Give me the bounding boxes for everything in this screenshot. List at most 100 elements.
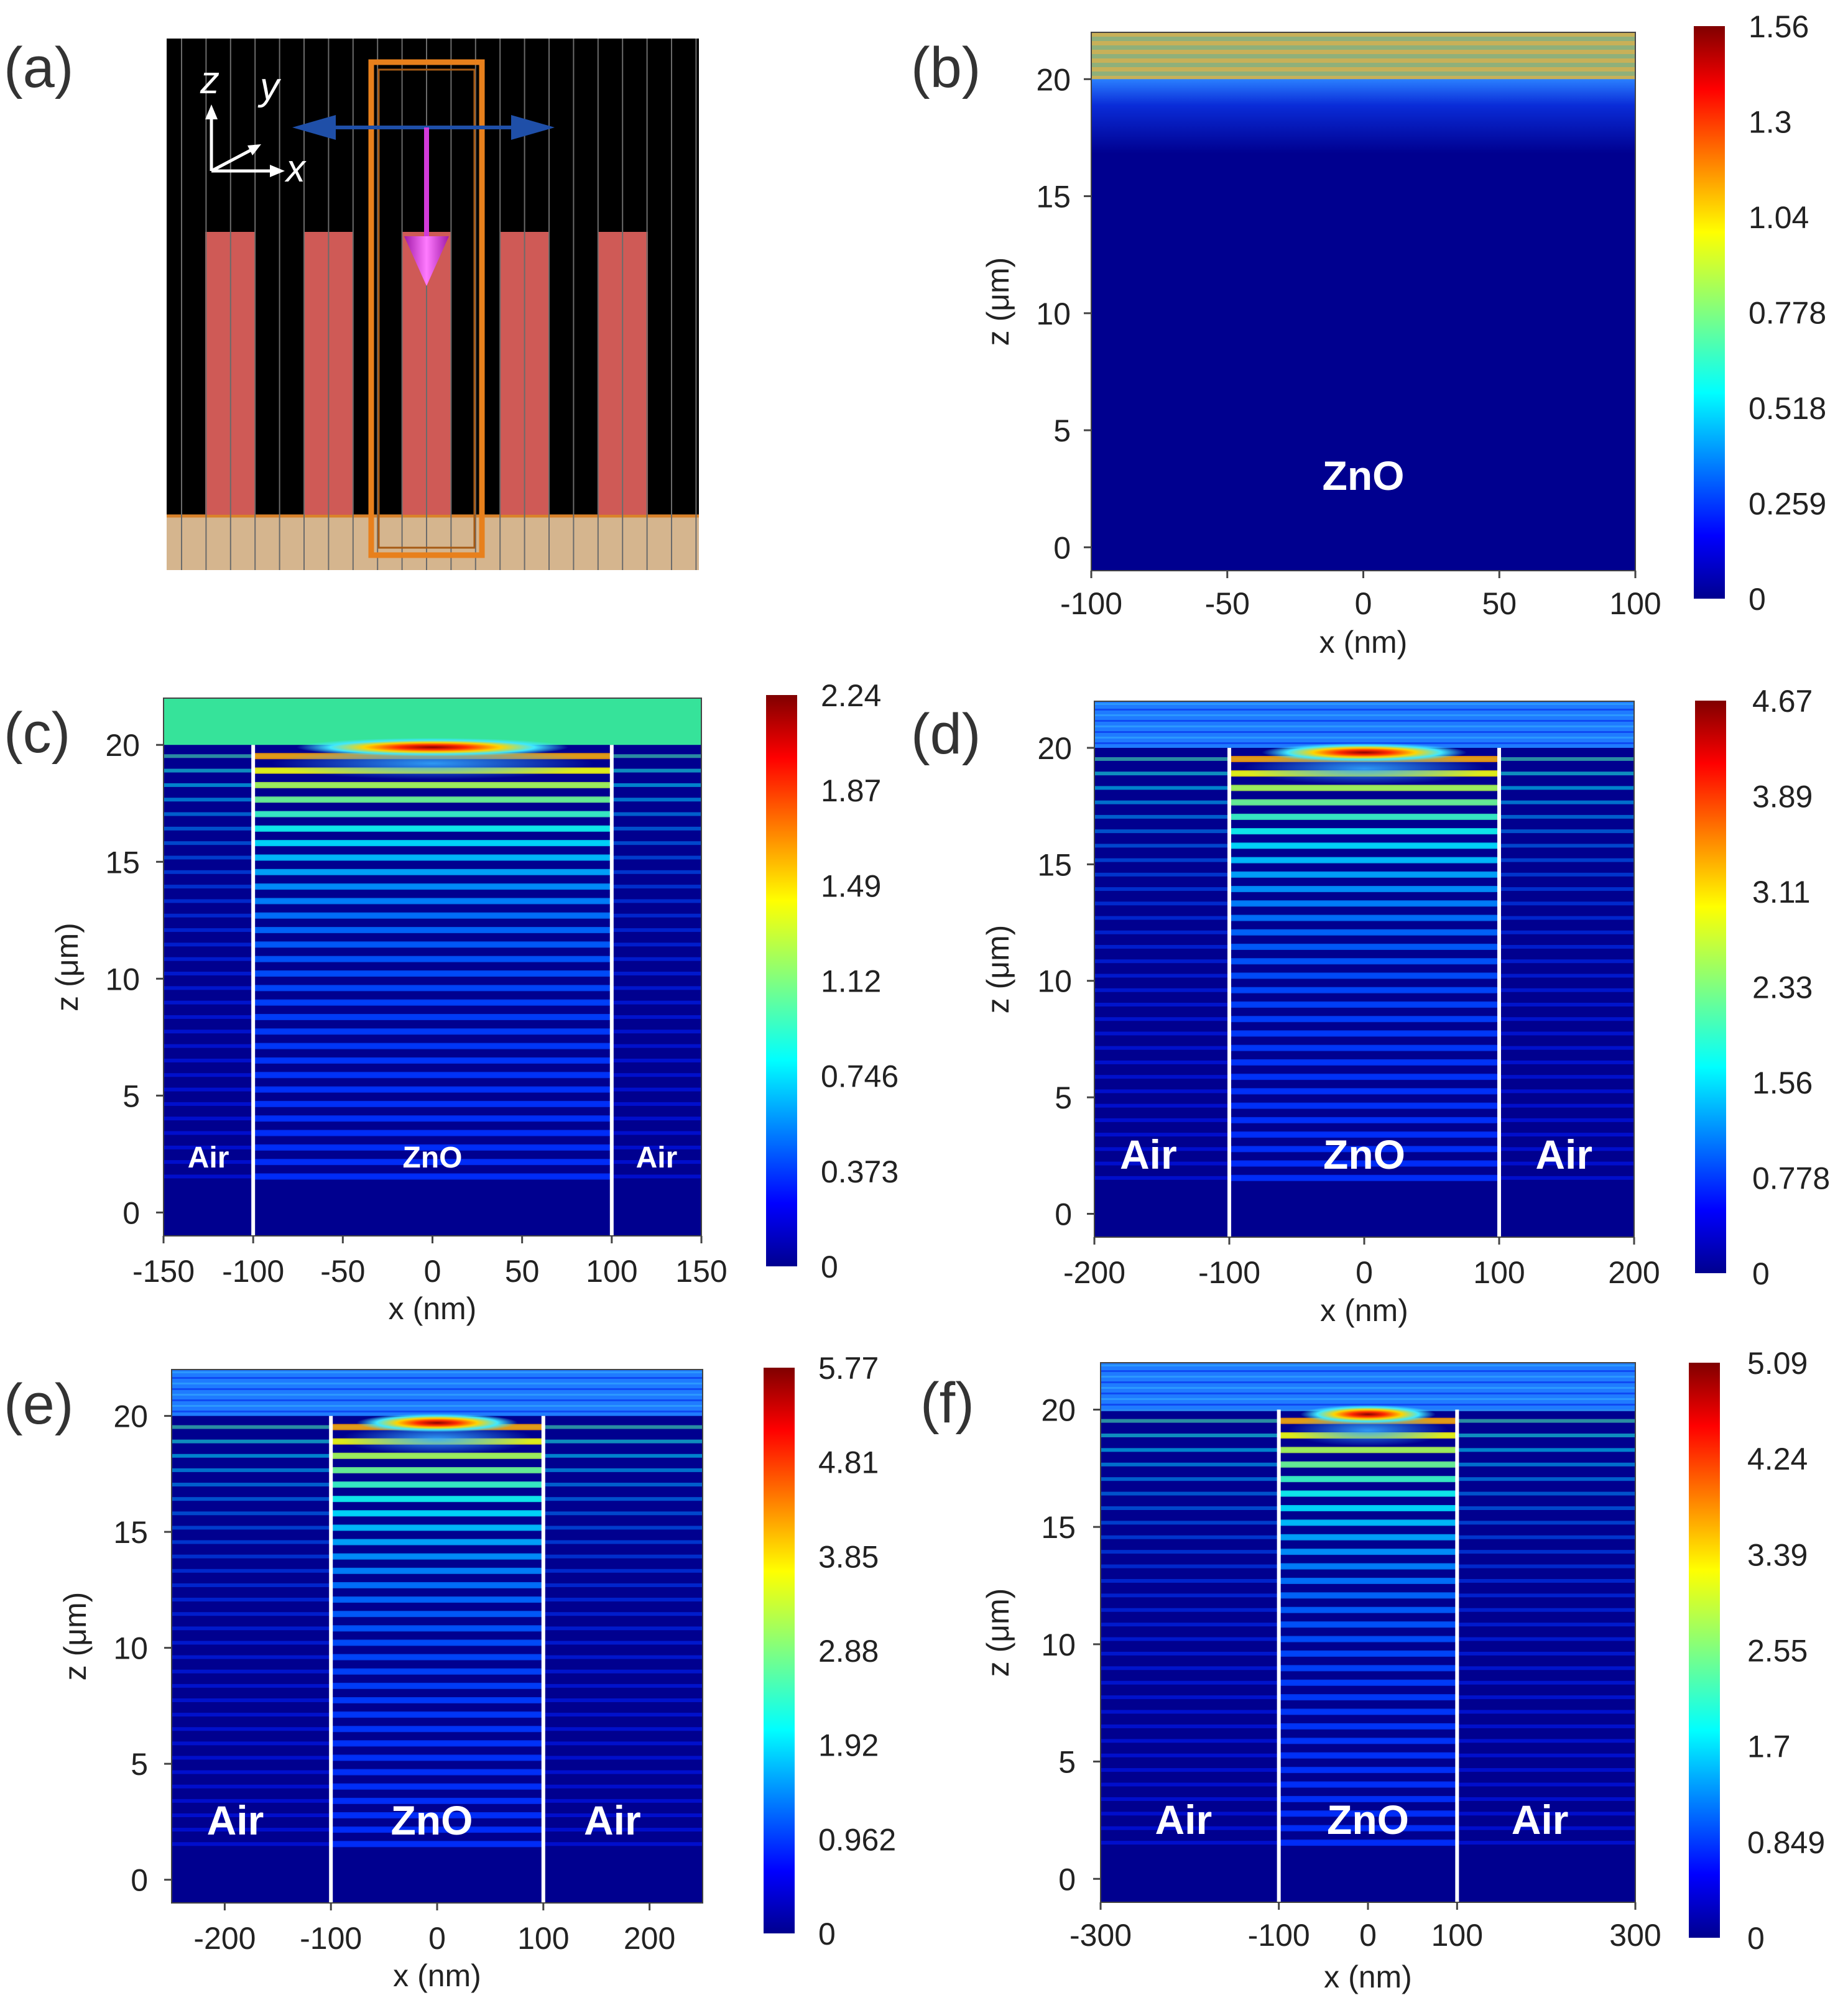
heatmap-plot-area [1101, 1363, 1635, 1902]
colorbar-tick-label: 1.3 [1749, 105, 1792, 140]
rod-wave-band [331, 1553, 543, 1560]
rod-wave-band [1278, 1781, 1458, 1788]
y-tick-label: 10 [1041, 1628, 1076, 1662]
rod-wave-band [253, 1144, 612, 1151]
x-axis-label: x (nm) [393, 1958, 481, 1993]
rod-wave-band [331, 1841, 543, 1848]
y-tick-label: 20 [1041, 1393, 1076, 1427]
rod-wave-band [253, 1086, 612, 1093]
rod-wave-band [1229, 1160, 1499, 1167]
incident-stripe [1094, 714, 1634, 716]
rod-wave-band [331, 1797, 543, 1804]
region-label: ZnO [403, 1141, 463, 1174]
rod-wave-band [1229, 1030, 1499, 1037]
rod-wave-band [253, 1013, 612, 1020]
rod-wave-band [331, 1611, 543, 1618]
colorbar [766, 695, 797, 1266]
incident-stripe [1091, 58, 1635, 63]
incident-stripe [1094, 725, 1634, 727]
incident-stripe [1101, 1381, 1635, 1383]
rod-wave-band [1229, 944, 1499, 951]
rod-wave-band [1278, 1694, 1458, 1701]
rod-wave-band [1229, 886, 1499, 893]
rod-wave-band [253, 825, 612, 832]
rod-wave-band [253, 854, 612, 861]
axis-x-label: x [284, 147, 307, 190]
incident-stripe [1101, 1376, 1635, 1378]
rod-wave-band [253, 781, 612, 788]
incident-stripe [1094, 731, 1634, 733]
x-tick-label: -300 [1070, 1918, 1132, 1953]
rod-wave-band [1278, 1679, 1458, 1686]
colorbar-tick-label: 1.56 [1752, 1066, 1813, 1100]
x-tick-label: -100 [300, 1921, 362, 1956]
rod-wave-band [1229, 785, 1499, 791]
y-tick-label: 10 [105, 962, 140, 997]
rod-wave-band [1278, 1708, 1458, 1715]
rod-wave-band [1278, 1665, 1458, 1672]
rod-wave-band [331, 1524, 543, 1531]
incident-stripe [172, 1377, 703, 1379]
heatmap-panel-f: (f) Air ZnO Air -300 -100 0 100 300 x (nm) 0 5 10 15 2… [920, 1346, 1825, 1994]
colorbar-tick-label: 4.81 [818, 1445, 879, 1480]
x-tick-label: 200 [624, 1921, 675, 1956]
x-tick-label: -100 [222, 1254, 284, 1289]
simulation-region-box [368, 59, 485, 558]
rod-wave-band [1278, 1476, 1458, 1483]
rod-wave-band [253, 912, 612, 919]
region-label: ZnO [1323, 1131, 1405, 1177]
rod-wave-band [331, 1726, 543, 1733]
rod-wave-band [1278, 1519, 1458, 1526]
incident-stripe [172, 1383, 703, 1384]
rod-wave-band [1229, 1174, 1499, 1181]
rod-wave-band [253, 927, 612, 934]
colorbar-tick-label: 1.04 [1749, 200, 1809, 235]
incident-stripe [1101, 1387, 1635, 1389]
incident-stripe [1091, 45, 1635, 50]
axis-triad: z y x [200, 59, 307, 190]
incident-stripe [1091, 50, 1635, 54]
colorbar-tick-label: 0 [821, 1250, 838, 1284]
hotspot-glow [271, 747, 594, 780]
y-axis-label: z (μm) [981, 1588, 1015, 1677]
rod-wave-band [253, 1057, 612, 1064]
hotspot [1262, 743, 1467, 762]
heatmap-panel-b: (b) ZnO -100 -50 0 50 100 x (nm) 0 5 10 15 20 z (μm) 1… [911, 9, 1826, 660]
rod-wave-band [331, 1769, 543, 1775]
axis-z-label: z [200, 59, 219, 102]
colorbar-tick-label: 1.49 [821, 868, 881, 903]
x-tick-label: 100 [1609, 586, 1661, 621]
incident-stripe [1101, 1370, 1635, 1372]
hotspot-glow [1242, 752, 1486, 785]
y-tick-label: 15 [113, 1515, 148, 1550]
y-tick-label: 20 [1036, 62, 1071, 97]
rod-wave-band [253, 1043, 612, 1049]
colorbar-tick-label: 0 [1749, 582, 1766, 617]
x-tick-label: 0 [1359, 1918, 1377, 1953]
x-tick-label: 100 [1431, 1918, 1483, 1953]
rod-wave-band [1229, 1074, 1499, 1080]
rod-wave-band [1278, 1795, 1458, 1802]
rod-wave-band [1229, 828, 1499, 835]
rod-wave-band [1229, 1016, 1499, 1023]
incident-stripe [172, 1405, 703, 1407]
rod-wave-band [1278, 1840, 1458, 1846]
colorbar-tick-label: 0.518 [1749, 391, 1826, 426]
rod-wave-band [331, 1481, 543, 1488]
rod-wave-band [331, 1740, 543, 1747]
y-tick-label: 10 [1037, 964, 1072, 999]
rod-wave-band [1278, 1825, 1458, 1831]
region-label: Air [1535, 1131, 1592, 1177]
colorbar-tick-label: 0.259 [1749, 487, 1826, 522]
x-tick-label: 200 [1608, 1255, 1660, 1290]
colorbar-tick-label: 0.849 [1747, 1825, 1825, 1860]
rod-wave-band [331, 1783, 543, 1790]
region-label: Air [1120, 1131, 1177, 1177]
rod-wave-band [1278, 1606, 1458, 1613]
region-label: Air [584, 1797, 641, 1843]
rod-wave-band [253, 868, 612, 875]
heatmap-plot-area [1094, 701, 1634, 1237]
